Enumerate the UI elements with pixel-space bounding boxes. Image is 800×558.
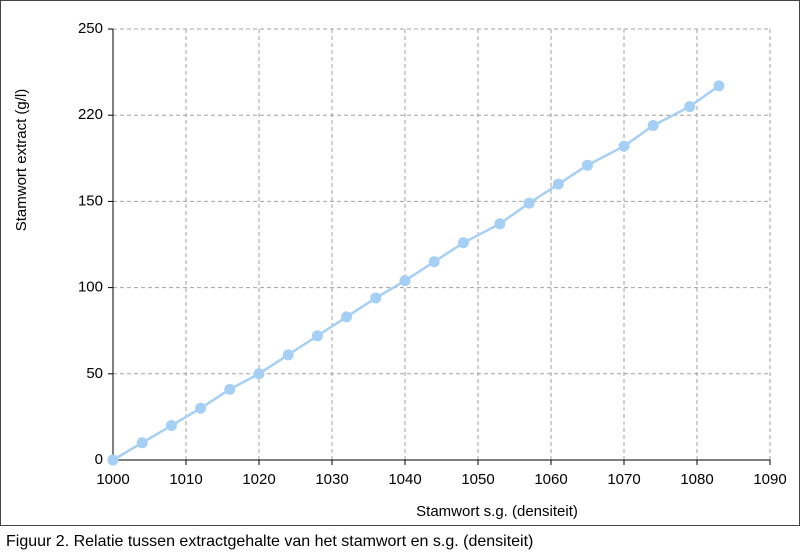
- data-point: [647, 120, 659, 132]
- x-tick-label: 1030: [315, 471, 348, 488]
- caption: Figuur 2. Relatie tussen extractgehalte …: [6, 533, 533, 550]
- data-point: [224, 383, 236, 395]
- data-point: [457, 237, 469, 249]
- data-point: [428, 256, 440, 268]
- x-tick-label: 1050: [461, 471, 494, 488]
- x-tick-label: 1010: [169, 471, 202, 488]
- data-point: [618, 140, 630, 152]
- data-point: [399, 275, 411, 287]
- x-tick-label: 1020: [242, 471, 275, 488]
- y-tick-label: 220: [78, 106, 103, 123]
- data-point: [341, 311, 353, 323]
- y-tick-label: 250: [78, 20, 103, 37]
- data-point: [311, 330, 323, 342]
- x-tick-label: 1040: [388, 471, 421, 488]
- data-point: [582, 159, 593, 171]
- frame: [0, 0, 800, 526]
- data-point: [523, 197, 535, 209]
- x-tick-label: 1000: [96, 471, 129, 488]
- y-axis-title: Stamwort extract (g/l): [13, 89, 30, 232]
- data-point: [253, 368, 265, 380]
- data-point: [552, 178, 564, 190]
- data-point: [713, 80, 725, 92]
- data-point: [684, 101, 696, 113]
- x-tick-label: 1070: [607, 471, 640, 488]
- data-point: [370, 292, 382, 304]
- y-tick-label: 50: [86, 365, 103, 382]
- data-point: [107, 454, 119, 466]
- x-tick-label: 1090: [753, 471, 786, 488]
- data-point: [195, 402, 207, 414]
- y-tick-label: 100: [78, 279, 103, 296]
- y-tick-label: 0: [95, 451, 103, 468]
- x-tick-label: 1060: [534, 471, 567, 488]
- x-axis-title: Stamwort s.g. (densiteit): [416, 503, 578, 520]
- data-point: [165, 420, 177, 432]
- x-tick-label: 1080: [680, 471, 713, 488]
- data-point: [494, 218, 506, 230]
- y-tick-label: 150: [78, 192, 103, 209]
- data-point: [136, 437, 148, 449]
- data-point: [282, 349, 294, 361]
